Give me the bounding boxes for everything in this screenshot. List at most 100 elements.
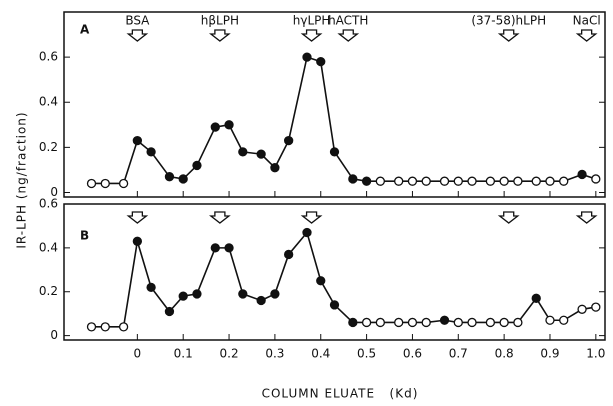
data-point [192,160,202,171]
data-point [146,282,156,293]
data-point [375,317,385,328]
data-point [559,176,569,186]
marker-arrow [126,29,149,42]
marker-arrow [126,211,149,224]
data-point [132,236,143,246]
y-tick-label: 0 [50,328,58,342]
marker-arrow [208,29,231,42]
data-point [421,176,431,186]
panel-frame [63,203,606,341]
data-point [302,52,312,62]
data-point [210,243,220,253]
y-tick-label: 0 [50,185,58,199]
x-tick-label: 0 [134,347,142,361]
data-point [439,176,450,186]
marker-arrow [497,211,520,224]
data-point [224,243,234,253]
y-tick-label: 0.4 [39,240,58,254]
annotation: hγLPH [293,14,331,28]
data-point [329,300,340,310]
x-axis-label: COLUMN ELUATE (Kd) [262,387,419,401]
annotation: (37-58)hLPH [471,14,546,28]
data-point [499,176,509,186]
marker-arrow [575,29,598,42]
data-point [100,178,110,189]
data-point [439,315,450,325]
data-point [210,122,220,132]
marker-arrow [208,211,231,224]
data-point [394,176,404,186]
data-point [100,322,110,332]
data-point [256,295,266,306]
x-tick-label: 0.3 [265,347,284,361]
data-point [118,322,129,332]
data-point [591,302,601,312]
data-point [316,276,326,286]
annotation: NaCl [573,14,601,28]
y-tick-label: 0.4 [39,95,58,109]
data-point [531,293,541,303]
y-tick-label: 0.2 [39,284,58,298]
data-point [453,176,463,186]
data-point [284,135,294,146]
marker-arrow [300,211,323,224]
data-point [513,317,523,328]
data-point [407,317,418,328]
data-point [467,176,477,186]
data-point [270,289,280,299]
data-point [348,317,358,328]
data-point [513,176,523,186]
data-point [302,227,312,238]
annotation: hβLPH [201,14,239,28]
data-point [238,289,248,299]
data-point [361,317,372,328]
data-point [146,147,156,157]
data-point [394,317,404,328]
x-tick-label: 0.9 [540,347,559,361]
data-point [329,147,340,157]
data-point [118,178,129,189]
y-tick-label: 0.6 [39,50,58,64]
data-point [86,178,97,189]
data-point [256,149,266,159]
data-point [224,120,234,130]
annotation: BSA [125,14,150,28]
annotation: hACTH [328,14,368,28]
data-point [361,176,372,186]
marker-arrow [337,29,360,42]
data-point [270,163,280,173]
data-point [178,291,188,301]
data-point [531,176,541,186]
panel-label: B [80,229,89,243]
data-point [284,249,294,260]
data-point [591,174,601,184]
x-tick-label: 0.6 [403,347,422,361]
data-point [86,322,97,332]
panel-label: A [80,23,90,37]
marker-arrow [575,211,598,224]
x-tick-label: 0.4 [311,347,330,361]
data-point [238,147,248,157]
y-tick-label: 0.6 [39,197,58,211]
data-point [164,172,175,182]
data-point [375,176,385,186]
data-point [407,176,418,186]
data-point [545,315,555,325]
data-point [485,176,496,186]
series-line [91,230,596,328]
data-point [485,317,496,328]
x-tick-label: 1.0 [586,347,605,361]
series-line [91,56,597,185]
marker-arrow [497,29,520,42]
data-point [178,174,188,184]
data-point [348,174,358,184]
x-tick-label: 0.7 [449,347,468,361]
data-point [545,176,555,186]
y-tick-label: 0.2 [39,140,58,154]
data-point [499,317,509,328]
y-axis-label: IR-LPH (ng/fraction) [15,111,29,248]
x-tick-label: 0.5 [357,347,376,361]
x-tick-label: 0.8 [495,347,514,361]
data-point [577,169,587,180]
